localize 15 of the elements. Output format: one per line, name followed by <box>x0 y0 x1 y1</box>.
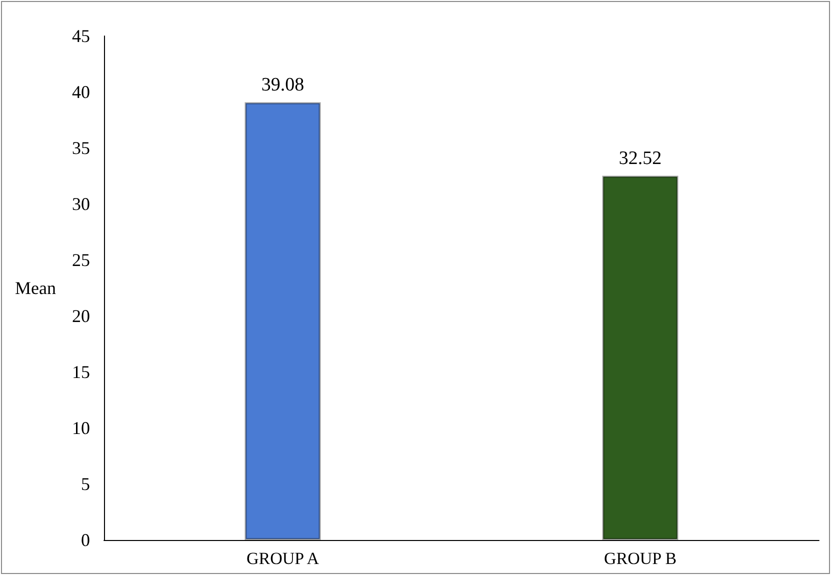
data-label: 39.08 <box>261 74 304 96</box>
x-tick-label: GROUP B <box>604 549 677 568</box>
y-axis-title: Mean <box>15 278 56 298</box>
x-tick-label: GROUP A <box>246 549 320 568</box>
y-tick-label: 0 <box>81 530 90 550</box>
y-tick-label: 40 <box>72 82 90 102</box>
y-tick-label: 25 <box>72 250 90 270</box>
y-tick-label: 45 <box>72 26 90 46</box>
y-tick-label: 10 <box>72 418 90 438</box>
y-tick-label: 30 <box>72 194 90 214</box>
y-tick-label: 35 <box>72 138 90 158</box>
y-tick-label: 20 <box>72 306 90 326</box>
y-tick-label: 15 <box>72 362 90 382</box>
data-label: 32.52 <box>618 148 662 169</box>
y-tick-label: 5 <box>81 474 90 494</box>
